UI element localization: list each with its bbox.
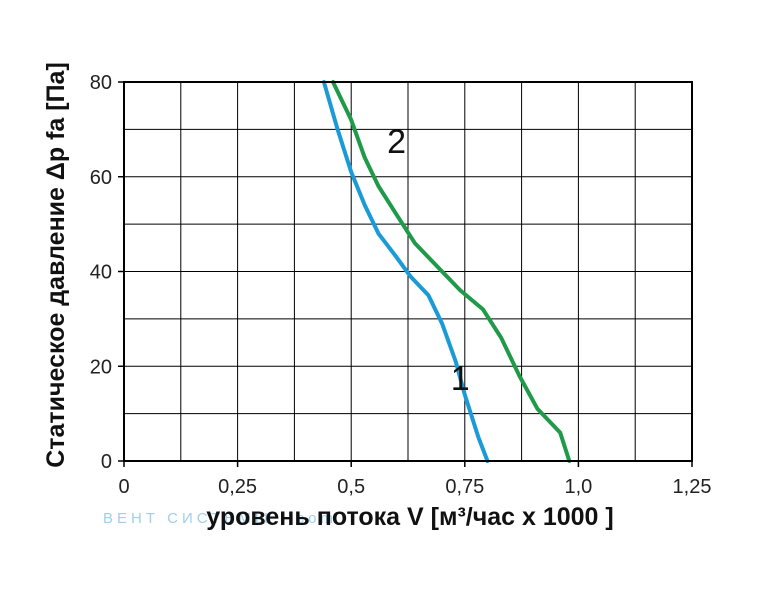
x-tick-label: 0,25 [218,476,257,498]
axis-ticks: 0 0,25 0,5 0,75 1,0 1,25 0 20 40 60 80 [90,72,712,498]
y-axis-title: Статическое давление Δp fa [Па] [42,62,70,468]
y-tick-label: 0 [101,451,112,473]
series-label-1: 1 [451,360,470,398]
series-line-1 [321,80,490,463]
y-tick-label: 60 [90,167,112,189]
series-label-2: 2 [387,123,406,161]
curve-labels: 12 [387,123,470,398]
y-tick-label: 20 [90,356,112,378]
y-tick-label: 40 [90,262,112,284]
plot-area: 0 0,25 0,5 0,75 1,0 1,25 0 20 40 60 80 [90,72,712,498]
y-tick-label: 80 [90,72,112,94]
x-axis-title: уровень потока V [м³/час x 1000 ] [206,503,613,531]
series-line-2 [331,80,572,463]
x-tick-label: 1,25 [673,476,712,498]
x-tick-label: 0 [118,476,129,498]
x-tick-label: 0,5 [337,476,365,498]
x-tick-label: 0,75 [445,476,484,498]
watermark: ВЕНТ СИСТЕМЫ . com [103,510,337,527]
series-layer [321,80,572,463]
x-tick-label: 1,0 [564,476,592,498]
